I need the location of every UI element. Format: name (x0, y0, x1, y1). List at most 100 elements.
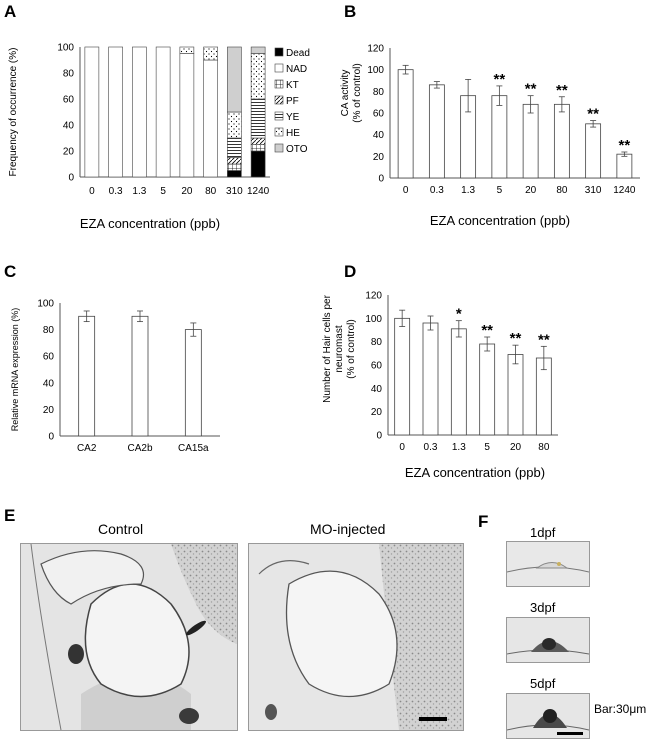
chart-a-ytick-label: 0 (68, 173, 74, 184)
chart-b-ylabel: (% of control) (352, 63, 363, 122)
chart-b-xlabel: EZA concentration (ppb) (430, 213, 570, 228)
chart-a-xlabel: EZA concentration (ppb) (80, 216, 220, 231)
chart-a-bar-pf (250, 137, 266, 145)
chart-d-ylabel: neuromast (334, 325, 345, 372)
label-5dpf: 5dpf (530, 676, 556, 691)
micrograph-5dpf (506, 693, 590, 739)
chart-a-ytick-label: 20 (63, 147, 75, 158)
chart-d-ytick-label: 100 (365, 314, 382, 325)
chart-d-ylabel: Number of Hair cells per (322, 294, 333, 402)
micrograph-3dpf (506, 617, 590, 663)
chart-c-xtick-label: CA15a (178, 443, 209, 454)
chart-a-bar-oto (227, 46, 242, 113)
chart-b-ytick-label: 60 (373, 109, 385, 120)
chart-c-xtick-label: CA2b (127, 443, 152, 454)
chart-a-legend-label: KT (286, 80, 299, 91)
chart-b-significance: ** (556, 82, 568, 99)
chart-b-bar (428, 84, 445, 179)
chart-b-ylabel: CA activity (340, 70, 351, 117)
chart-b-ytick-label: 80 (373, 87, 385, 98)
chart-b-ytick-label: 120 (367, 44, 384, 55)
chart-d-ytick-label: 120 (365, 291, 382, 302)
chart-a-xtick-label: 1.3 (132, 186, 146, 197)
panel-label-c: C (4, 262, 17, 281)
chart-b-significance: ** (494, 71, 506, 88)
mo-injected-micrograph (248, 543, 464, 731)
chart-a-xtick-label: 5 (160, 186, 166, 197)
chart-c-ytick-label: 40 (43, 378, 55, 389)
chart-d-ytick-label: 0 (376, 431, 382, 442)
panel-b: B 0 20 40 60 80 100 120 0 0.3 1.3 ** 5 ** 20 ** 80 ** 310… (330, 0, 661, 245)
chart-a-ytick-label: 60 (63, 95, 75, 106)
chart-a-legend-swatch (274, 127, 284, 137)
chart-a-legend-label: HE (286, 128, 300, 139)
chart-a-bar-nad (155, 46, 171, 178)
chart-a-bar-dead (250, 150, 266, 178)
chart-b-xtick-label: 1.3 (461, 185, 475, 196)
chart-d-bar (422, 322, 439, 436)
chart-a-bar-dead (227, 170, 242, 178)
panel-c: C 0 20 40 60 80 100 CA2 CA2b CA15a Relative mRNA … (0, 258, 330, 458)
chart-a-bar-oto (250, 46, 266, 54)
panel-label-f: F (478, 512, 489, 531)
chart-a-legend-label: PF (286, 96, 299, 107)
chart-b-xtick-label: 5 (497, 185, 503, 196)
chart-d-significance: ** (538, 331, 550, 348)
chart-d-significance: * (456, 306, 462, 323)
chart-a-legend-swatch (274, 47, 284, 57)
chart-d-ylabel: (% of control) (346, 319, 357, 378)
chart-b: 0 20 40 60 80 100 120 0 0.3 1.3 ** 5 ** 20 ** 80 ** 310 **… (340, 44, 640, 228)
chart-d-ytick-label: 20 (371, 407, 383, 418)
chart-d-bar (479, 343, 496, 436)
scale-bar-label: Bar:30μm (594, 702, 647, 716)
chart-c-bar (184, 329, 202, 437)
chart-c-ytick-label: 80 (43, 325, 55, 336)
chart-d-bar (507, 354, 524, 436)
scale-bar-e (419, 717, 447, 721)
chart-a-bar-kt (250, 144, 266, 152)
chart-a-bar-pf (227, 157, 242, 165)
chart-b-significance: ** (525, 81, 537, 98)
chart-a-bar-nad (179, 53, 195, 178)
chart-b-bar (491, 95, 508, 179)
chart-a-ytick-label: 80 (63, 69, 75, 80)
chart-b-bar (522, 103, 539, 179)
chart-a-bar-kt (227, 163, 242, 171)
chart-c-ylabel: Relative mRNA expression (%) (10, 308, 20, 432)
chart-c-ytick-label: 0 (48, 432, 54, 443)
chart-a-legend-swatch (274, 79, 284, 89)
chart-a-bar-nad (108, 46, 123, 178)
chart-a-xtick-label: 1240 (247, 186, 270, 197)
chart-d-xtick-label: 5 (484, 442, 490, 453)
chart-a-legend-swatch (274, 95, 284, 105)
label-3dpf: 3dpf (530, 600, 556, 615)
chart-d-bar (450, 328, 467, 436)
chart-b-xtick-label: 310 (585, 185, 602, 196)
chart-b-ytick-label: 40 (373, 130, 385, 141)
chart-a-bar-nad (203, 59, 218, 178)
chart-a-xtick-label: 20 (181, 186, 193, 197)
panel-label-d: D (344, 262, 357, 281)
chart-a-bar-he (227, 111, 242, 139)
panel-label-b: B (344, 2, 357, 21)
scale-bar-f (557, 732, 583, 735)
chart-d-ytick-label: 60 (371, 361, 383, 372)
chart-a-bar-he (250, 53, 266, 100)
control-micrograph (20, 543, 238, 731)
chart-a-bar-ye (227, 137, 242, 158)
chart-b-bar (397, 69, 414, 179)
chart-a-bar-he (203, 46, 218, 61)
panel-a: A 0 20 40 60 80 100 0 0.3 1.3 5 20 80 310 1240 Dead NAD… (0, 0, 330, 245)
micrograph-1dpf (506, 541, 590, 587)
chart-a-bar-he (179, 46, 195, 54)
chart-a-legend-label: OTO (286, 144, 308, 155)
chart-b-ytick-label: 0 (378, 174, 384, 185)
chart-d-xlabel: EZA concentration (ppb) (405, 465, 545, 480)
chart-d-bar (394, 317, 411, 436)
chart-c-bar (78, 315, 96, 437)
chart-b-significance: ** (619, 137, 631, 154)
chart-d-xtick-label: 0 (399, 442, 405, 453)
chart-c-ytick-label: 100 (37, 299, 54, 310)
chart-b-significance: ** (587, 106, 599, 123)
chart-a-legend-swatch (274, 63, 284, 73)
